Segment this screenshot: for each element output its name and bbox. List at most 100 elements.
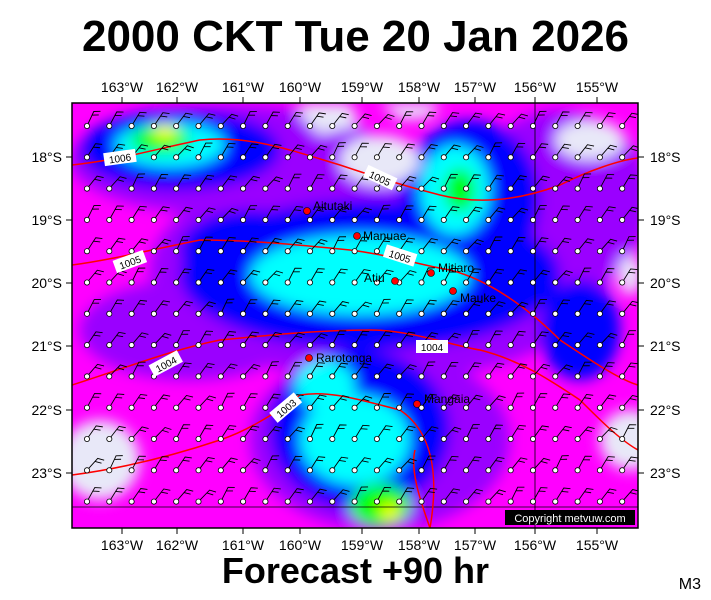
- isobar-label-1004b: 1004: [421, 343, 444, 354]
- wind-barb: [351, 330, 370, 349]
- wind-barb: [106, 270, 127, 286]
- wind-barb: [150, 144, 172, 161]
- lon-label: 162°W: [156, 79, 199, 95]
- wind-barb: [128, 488, 148, 505]
- wind-barb: [596, 112, 616, 130]
- wind-barb: [552, 364, 573, 380]
- wind-barb: [329, 268, 348, 286]
- wind-barb: [619, 394, 638, 411]
- wind-barb: [507, 236, 526, 255]
- wind-barb: [485, 113, 506, 130]
- wind-barb: [418, 176, 440, 192]
- wind-barb: [463, 145, 484, 161]
- lon-label: 156°W: [514, 537, 557, 553]
- wind-barb: [195, 489, 217, 505]
- wind-barb: [195, 142, 213, 161]
- isobar-1004: [72, 329, 638, 451]
- wind-barb: [530, 269, 550, 286]
- lat-label: 20°S: [31, 275, 62, 291]
- wind-barb: [552, 425, 572, 442]
- wind-barb: [351, 207, 372, 223]
- wind-barb: [262, 176, 283, 192]
- wind-barb: [306, 333, 328, 349]
- wind-barb: [552, 270, 573, 286]
- wind-barb: [329, 112, 349, 130]
- wind-barb: [106, 205, 124, 223]
- wind-barb: [240, 299, 258, 317]
- wind-barb: [84, 457, 105, 474]
- wind-barb: [507, 301, 529, 317]
- wind-barb: [306, 394, 327, 411]
- wind-barb: [463, 268, 482, 286]
- wind-barb: [351, 363, 371, 380]
- precip-field: [72, 103, 638, 528]
- wind-barb: [306, 488, 327, 505]
- wind-barb: [373, 363, 394, 380]
- lat-label: 22°S: [31, 402, 62, 418]
- copyright-text: Copyright metvuw.com: [514, 513, 625, 525]
- wind-barb: [507, 457, 528, 474]
- wind-barb: [262, 237, 282, 255]
- wind-barb: [150, 268, 169, 286]
- wind-barb: [373, 457, 395, 474]
- wind-barb: [552, 205, 570, 223]
- wind-barb: [329, 330, 347, 349]
- wind-barb: [396, 176, 417, 192]
- wind-barb: [262, 111, 280, 130]
- lon-label: 163°W: [101, 79, 144, 95]
- wind-barb: [240, 269, 261, 286]
- wind-barb: [173, 236, 190, 255]
- wind-barb: [195, 174, 215, 192]
- wind-barb: [150, 488, 171, 505]
- wind-barb: [173, 456, 192, 474]
- lon-label: 155°W: [576, 537, 619, 553]
- wind-barb: [574, 205, 593, 223]
- wind-barb: [240, 458, 261, 474]
- wind-barb: [507, 175, 527, 192]
- wind-barb: [373, 425, 393, 442]
- wind-barb: [106, 393, 125, 411]
- wind-barb: [596, 300, 616, 317]
- wind-barb: [262, 487, 281, 505]
- wind-barb: [485, 395, 506, 411]
- wind-barb: [596, 206, 616, 223]
- wind-barb: [150, 456, 169, 474]
- wind-barb: [418, 426, 439, 442]
- wind-barb: [530, 205, 547, 223]
- wind-barb: [373, 113, 395, 130]
- wind-barb: [530, 175, 550, 192]
- wind-barb: [552, 487, 571, 505]
- wind-barb: [396, 143, 415, 161]
- lat-label: 23°S: [650, 465, 681, 481]
- wind-barb: [619, 112, 638, 130]
- wind-barb: [329, 236, 347, 255]
- wind-barb: [284, 361, 302, 380]
- wind-barb: [351, 395, 373, 411]
- wind-barb: [240, 175, 261, 192]
- wind-barb: [284, 300, 304, 317]
- wind-barb: [574, 299, 594, 317]
- wind-barb: [173, 174, 192, 192]
- wind-barb: [150, 112, 170, 130]
- lat-label: 21°S: [650, 338, 681, 354]
- wind-barb: [530, 425, 549, 442]
- wind-barb: [84, 175, 104, 192]
- wind-barb: [596, 268, 615, 286]
- wind-barb: [150, 206, 170, 223]
- wind-barb: [619, 424, 637, 442]
- wind-barb: [440, 300, 460, 317]
- wind-barb: [128, 299, 148, 317]
- lat-label: 21°S: [31, 338, 62, 354]
- wind-barb: [440, 426, 462, 442]
- wind-barb: [396, 364, 417, 380]
- lat-label: 20°S: [650, 275, 681, 291]
- wind-barb: [574, 361, 592, 380]
- wind-barb: [173, 362, 192, 380]
- wind-barb: [128, 205, 147, 223]
- wind-barb: [150, 426, 172, 442]
- wind-barb: [262, 393, 281, 411]
- wind-barb: [574, 238, 595, 255]
- wind-barb: [284, 267, 302, 286]
- wind-barb: [240, 111, 257, 130]
- isobar-1003b: [412, 449, 431, 528]
